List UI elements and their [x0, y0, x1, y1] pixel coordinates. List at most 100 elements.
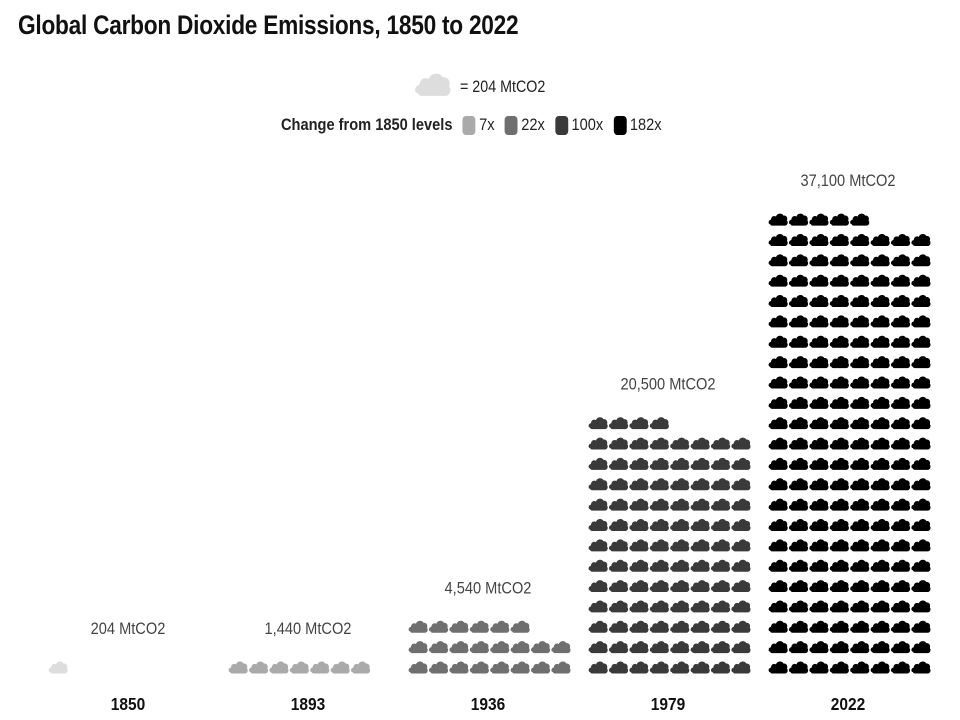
cloud-icon	[731, 478, 751, 491]
cloud-icon	[850, 519, 870, 531]
cloud-icon	[891, 519, 911, 531]
cloud-icon	[891, 376, 911, 389]
cloud-icon	[670, 661, 690, 674]
cloud-icon	[670, 478, 690, 491]
cloud-icon	[609, 519, 629, 531]
cloud-icon	[789, 233, 809, 246]
unit-label: = 204 MtCO2	[460, 77, 546, 96]
cloud-icon	[911, 620, 931, 633]
cloud-icon	[408, 661, 428, 674]
cloud-icon	[588, 620, 608, 633]
cloud-icon	[609, 641, 629, 654]
cloud-icon	[711, 437, 731, 450]
cloud-icon	[850, 417, 870, 430]
cloud-icon	[809, 559, 829, 572]
cloud-icon	[891, 661, 911, 674]
cloud-icon	[768, 437, 788, 450]
cloud-icon	[768, 600, 788, 613]
value-label: 4,540 MtCO2	[445, 579, 532, 597]
cloud-icon	[850, 641, 870, 654]
cloud-icon	[911, 580, 931, 593]
cloud-icon	[850, 295, 870, 308]
cloud-icon	[789, 356, 809, 369]
cloud-icon	[649, 620, 669, 633]
cloud-icon	[809, 437, 829, 450]
cloud-icon	[629, 457, 649, 470]
cloud-icon	[588, 559, 608, 572]
cloud-icon	[789, 641, 809, 654]
cloud-icon	[768, 539, 788, 552]
cloud-icon	[429, 620, 449, 633]
value-label: 204 MtCO2	[91, 620, 166, 638]
cloud-icon	[850, 376, 870, 389]
cloud-icon	[609, 600, 629, 613]
cloud-icon	[690, 437, 710, 450]
cloud-icon	[629, 600, 649, 613]
cloud-icon	[269, 661, 289, 674]
cloud-icon	[731, 559, 751, 572]
cloud-icon	[829, 641, 849, 654]
cloud-icon	[829, 315, 849, 328]
cloud-icon	[891, 295, 911, 308]
cloud-icon	[911, 335, 931, 348]
cloud-icon	[649, 641, 669, 654]
cloud-icon	[809, 254, 829, 267]
cloud-icon	[891, 274, 911, 287]
cloud-icon	[829, 620, 849, 633]
cloud-icon	[731, 437, 751, 450]
cloud-icon	[690, 519, 710, 531]
cloud-icon	[829, 457, 849, 470]
cloud-icon	[870, 356, 890, 369]
cloud-icon	[768, 356, 788, 369]
cloud-icon	[408, 620, 428, 633]
year-label: 2022	[831, 694, 865, 714]
cloud-icon	[829, 295, 849, 308]
cloud-icon	[351, 661, 371, 674]
cloud-icon	[690, 641, 710, 654]
cloud-icon	[609, 437, 629, 450]
cloud-icon	[609, 661, 629, 674]
cloud-icon	[609, 498, 629, 511]
cloud-icon	[870, 396, 890, 409]
cloud-icon	[629, 478, 649, 491]
cloud-icon	[609, 417, 629, 430]
cloud-icon	[731, 539, 751, 552]
cloud-icon	[768, 295, 788, 308]
cloud-icon	[789, 213, 809, 226]
cloud-icon	[588, 457, 608, 470]
legend-item-7x: 7x	[462, 115, 495, 135]
cloud-icon	[870, 335, 890, 348]
cloud-icon	[789, 457, 809, 470]
cloud-icon	[469, 641, 489, 654]
cloud-icon	[911, 559, 931, 572]
cloud-icon	[829, 376, 849, 389]
cloud-icon	[731, 519, 751, 531]
cloud-icon	[809, 661, 829, 674]
cloud-icon	[911, 315, 931, 328]
cloud-icon	[911, 457, 931, 470]
cloud-icon	[768, 315, 788, 328]
cloud-icon	[649, 559, 669, 572]
cloud-icon	[789, 396, 809, 409]
partial-cloud-icon	[371, 661, 372, 674]
cloud-icon	[809, 315, 829, 328]
cloud-icon	[870, 478, 890, 491]
cloud-icon	[829, 233, 849, 246]
cloud-icon	[789, 335, 809, 348]
cloud-icon	[870, 376, 890, 389]
cloud-icon	[670, 580, 690, 593]
cloud-icon	[870, 539, 890, 552]
cloud-icon	[829, 539, 849, 552]
cloud-icon	[649, 478, 669, 491]
cloud-icon	[891, 478, 911, 491]
cloud-icon	[850, 478, 870, 491]
cloud-icon	[768, 233, 788, 246]
cloud-icon	[609, 478, 629, 491]
cloud-icon	[870, 295, 890, 308]
cloud-icon	[809, 620, 829, 633]
cloud-icon	[809, 213, 829, 226]
cloud-icon	[510, 620, 530, 633]
cloud-icon	[629, 580, 649, 593]
cloud-icon	[768, 478, 788, 491]
